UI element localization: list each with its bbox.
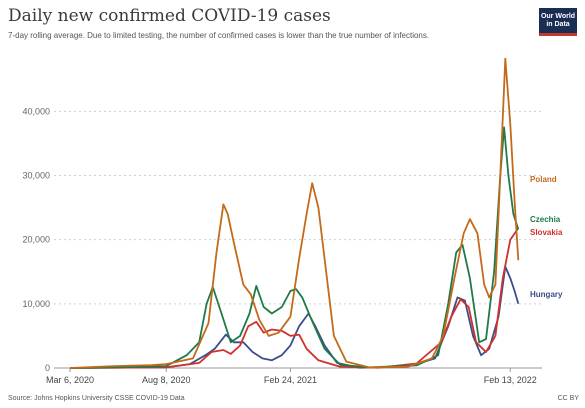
chart-title: Daily new confirmed COVID-19 cases bbox=[8, 6, 331, 26]
chart-subtitle: 7-day rolling average. Due to limited te… bbox=[8, 31, 430, 40]
series-label-czechia: Czechia bbox=[530, 215, 561, 224]
y-tick-label: 0 bbox=[45, 363, 50, 373]
license-link[interactable]: CC BY bbox=[557, 395, 579, 402]
series-line-czechia bbox=[69, 126, 520, 369]
x-tick-label: Mar 6, 2020 bbox=[46, 375, 94, 385]
series-line-slovakia bbox=[69, 227, 520, 369]
x-tick-label: Feb 24, 2021 bbox=[264, 375, 317, 385]
source-note[interactable]: Source: Johns Hopkins University CSSE CO… bbox=[8, 395, 185, 402]
series-line-poland bbox=[69, 57, 520, 369]
y-tick-label: 40,000 bbox=[22, 106, 50, 116]
series-label-poland: Poland bbox=[530, 175, 557, 184]
logo-line-1: Our World bbox=[540, 13, 576, 20]
x-tick-label: Aug 8, 2020 bbox=[142, 375, 191, 385]
series-label-hungary: Hungary bbox=[530, 290, 563, 299]
series-label-slovakia: Slovakia bbox=[530, 228, 563, 237]
y-tick-label: 10,000 bbox=[22, 299, 50, 309]
logo-line-2: in Data bbox=[546, 21, 570, 28]
y-tick-label: 20,000 bbox=[22, 235, 50, 245]
owid-logo[interactable]: Our World in Data bbox=[539, 8, 577, 36]
x-tick-label: Feb 13, 2022 bbox=[484, 375, 537, 385]
y-tick-label: 30,000 bbox=[22, 171, 50, 181]
